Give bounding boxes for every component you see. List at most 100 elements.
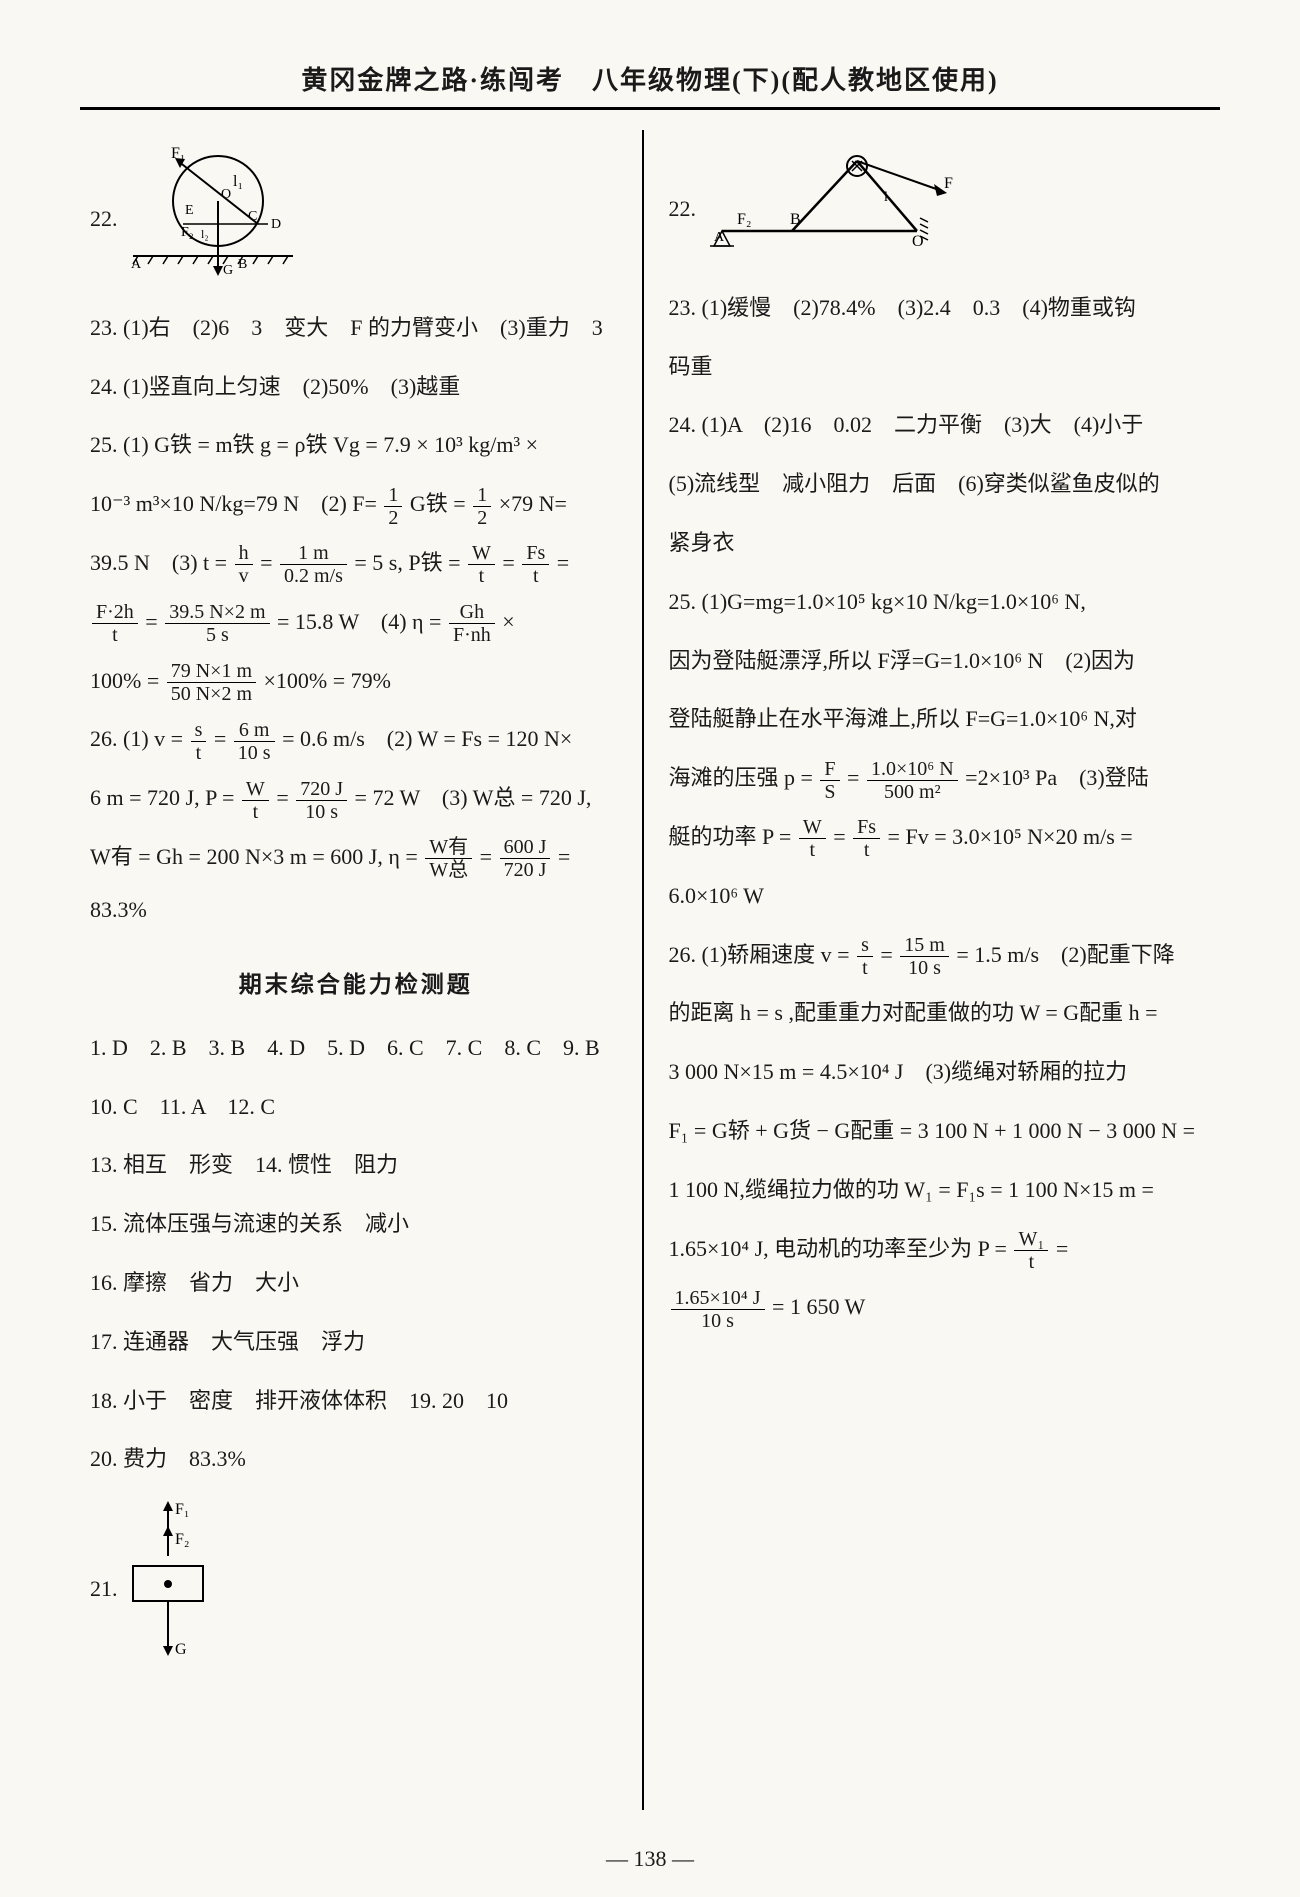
text: = 0.6 m/s (2) W = Fs = 120 N× [282, 726, 572, 751]
q25e-right: 艇的功率 P = Wt = Fst = Fv = 3.0×10⁵ N×20 m/… [669, 811, 1201, 864]
text: = [833, 824, 845, 849]
text: ×100% = 79% [264, 668, 391, 693]
q25c-right: 登陆艇静止在水平海滩上,所以 F=G=1.0×10⁶ N,对 [669, 693, 1201, 746]
text: G铁 = [410, 491, 466, 516]
q24-left: 24. (1)竖直向上匀速 (2)50% (3)越重 [90, 361, 622, 414]
label-O: O [221, 187, 231, 202]
frac: Wt [468, 542, 495, 587]
text: = [557, 550, 569, 575]
label-l2: l₂ [201, 227, 209, 241]
label-F1: F₁ [171, 146, 185, 162]
q25e-left: 100% = 79 N×1 m50 N×2 m ×100% = 79% [90, 655, 622, 708]
diagram-22-left: F₁ l₁ O E C D F₂ l₂ A G B [123, 146, 303, 296]
frac: 39.5 N×2 m5 s [165, 601, 269, 646]
q24c-right: 紧身衣 [669, 517, 1201, 570]
section-title: 期末综合能力检测题 [90, 957, 622, 1012]
q15: 15. 流体压强与流速的关系 减小 [90, 1198, 622, 1251]
text: = [480, 844, 492, 869]
text: = 72 W (3) W总 = 720 J, [355, 785, 592, 810]
label-B: B [238, 257, 247, 272]
q26f-right: 1.65×10⁴ J, 电动机的功率至少为 P = W₁t = [669, 1223, 1201, 1276]
text: = [1056, 1236, 1068, 1261]
q21-label: 21. [90, 1576, 118, 1601]
q26e-right: 1 100 N,缆绳拉力做的功 W₁ = F₁s = 1 100 N×15 m … [669, 1164, 1201, 1217]
q18: 18. 小于 密度 排开液体体积 19. 20 10 [90, 1375, 622, 1428]
q24b-right: (5)流线型 减小阻力 后面 (6)穿类似鲨鱼皮似的 [669, 458, 1201, 511]
frac: Fst [522, 542, 549, 587]
q21-left: 21. F₁ F₂ G [90, 1496, 622, 1686]
label-F: F [944, 175, 953, 192]
q25a-left: 25. (1) G铁 = m铁 g = ρ铁 Vg = 7.9 × 10³ kg… [90, 419, 622, 472]
q25c-left: 39.5 N (3) t = hv = 1 m0.2 m/s = 5 s, P铁… [90, 537, 622, 590]
text: W有 = Gh = 200 N×3 m = 600 J, η = [90, 844, 418, 869]
q26b-left: 6 m = 720 J, P = Wt = 720 J10 s = 72 W (… [90, 772, 622, 825]
left-column: 22. F₁ l₁ O E [80, 130, 644, 1810]
frac: 1.65×10⁴ J10 s [671, 1287, 765, 1332]
label-B: B [790, 211, 801, 228]
frac: hv [235, 542, 253, 587]
label-O: O [912, 233, 924, 250]
right-column: 22. B F F₂ [644, 130, 1221, 1810]
q26c-left: W有 = Gh = 200 N×3 m = 600 J, η = W有W总 = … [90, 831, 622, 937]
label-E: E [185, 203, 194, 218]
q25f-right: 6.0×10⁶ W [669, 870, 1201, 923]
label-F2: F₂ [175, 1531, 189, 1548]
page-header: 黄冈金牌之路·练闯考 八年级物理(下)(配人教地区使用) [80, 60, 1220, 110]
text: 10⁻³ m³×10 N/kg=79 N (2) F= [90, 491, 377, 516]
columns-container: 22. F₁ l₁ O E [80, 130, 1220, 1810]
frac: Fst [853, 816, 880, 861]
text: = 5 s, P铁 = [354, 550, 460, 575]
frac: 6 m10 s [234, 719, 275, 764]
diagram-22-right: B F F₂ A O l [702, 146, 962, 276]
text: = [847, 765, 859, 790]
q22-left: 22. F₁ l₁ O E [90, 146, 622, 296]
text: 26. (1) v = [90, 726, 183, 751]
frac: st [191, 719, 207, 764]
q26g-right: 1.65×10⁴ J10 s = 1 650 W [669, 1281, 1201, 1334]
text: = [276, 785, 288, 810]
label-F2: F₂ [181, 225, 194, 240]
text: 艇的功率 P = [669, 824, 792, 849]
q22-right: 22. B F F₂ [669, 146, 1201, 276]
q13: 13. 相互 形变 14. 惯性 阻力 [90, 1139, 622, 1192]
page-number: — 138 — [0, 1846, 1300, 1872]
q20: 20. 费力 83.3% [90, 1433, 622, 1486]
text: × [502, 609, 514, 634]
frac: 1.0×10⁶ N500 m² [867, 758, 958, 803]
text: 6 m = 720 J, P = [90, 785, 234, 810]
text: =2×10³ Pa (3)登陆 [965, 765, 1149, 790]
label-A: A [131, 257, 142, 272]
q25b-right: 因为登陆艇漂浮,所以 F浮=G=1.0×10⁶ N (2)因为 [669, 635, 1201, 688]
text: 海滩的压强 p = [669, 765, 813, 790]
q25b-left: 10⁻³ m³×10 N/kg=79 N (2) F= 12 G铁 = 12 ×… [90, 478, 622, 531]
text: = [880, 942, 892, 967]
frac: F·2ht [92, 601, 138, 646]
frac: 12 [384, 484, 402, 529]
frac: W有W总 [425, 836, 472, 881]
q17: 17. 连通器 大气压强 浮力 [90, 1316, 622, 1369]
mc-line2: 10. C 11. A 12. C [90, 1081, 622, 1134]
diagram-21: F₁ F₂ G [123, 1496, 213, 1686]
frac: 12 [473, 484, 491, 529]
mc-line1: 1. D 2. B 3. B 4. D 5. D 6. C 7. C 8. C … [90, 1022, 622, 1075]
frac: Wt [242, 778, 269, 823]
q23-right: 23. (1)缓慢 (2)78.4% (3)2.4 0.3 (4)物重或钩 [669, 282, 1201, 335]
text: = [145, 609, 157, 634]
text: = [502, 550, 514, 575]
q16: 16. 摩擦 省力 大小 [90, 1257, 622, 1310]
frac: st [857, 934, 873, 979]
frac: 720 J10 s [296, 778, 347, 823]
text: = Fv = 3.0×10⁵ N×20 m/s = [888, 824, 1133, 849]
label-C: C [248, 209, 257, 224]
q23-left: 23. (1)右 (2)6 3 变大 F 的力臂变小 (3)重力 3 [90, 302, 622, 355]
q25d-left: F·2ht = 39.5 N×2 m5 s = 15.8 W (4) η = G… [90, 596, 622, 649]
text: 100% = [90, 668, 159, 693]
q24-right: 24. (1)A (2)16 0.02 二力平衡 (3)大 (4)小于 [669, 399, 1201, 452]
label-F2: F₂ [737, 211, 751, 228]
frac: Wt [799, 816, 826, 861]
label-A: A [714, 230, 725, 245]
label-l1: l₁ [233, 173, 243, 190]
text: 26. (1)轿厢速度 v = [669, 942, 850, 967]
text: = 15.8 W (4) η = [277, 609, 441, 634]
q25d-right: 海滩的压强 p = FS = 1.0×10⁶ N500 m² =2×10³ Pa… [669, 752, 1201, 805]
